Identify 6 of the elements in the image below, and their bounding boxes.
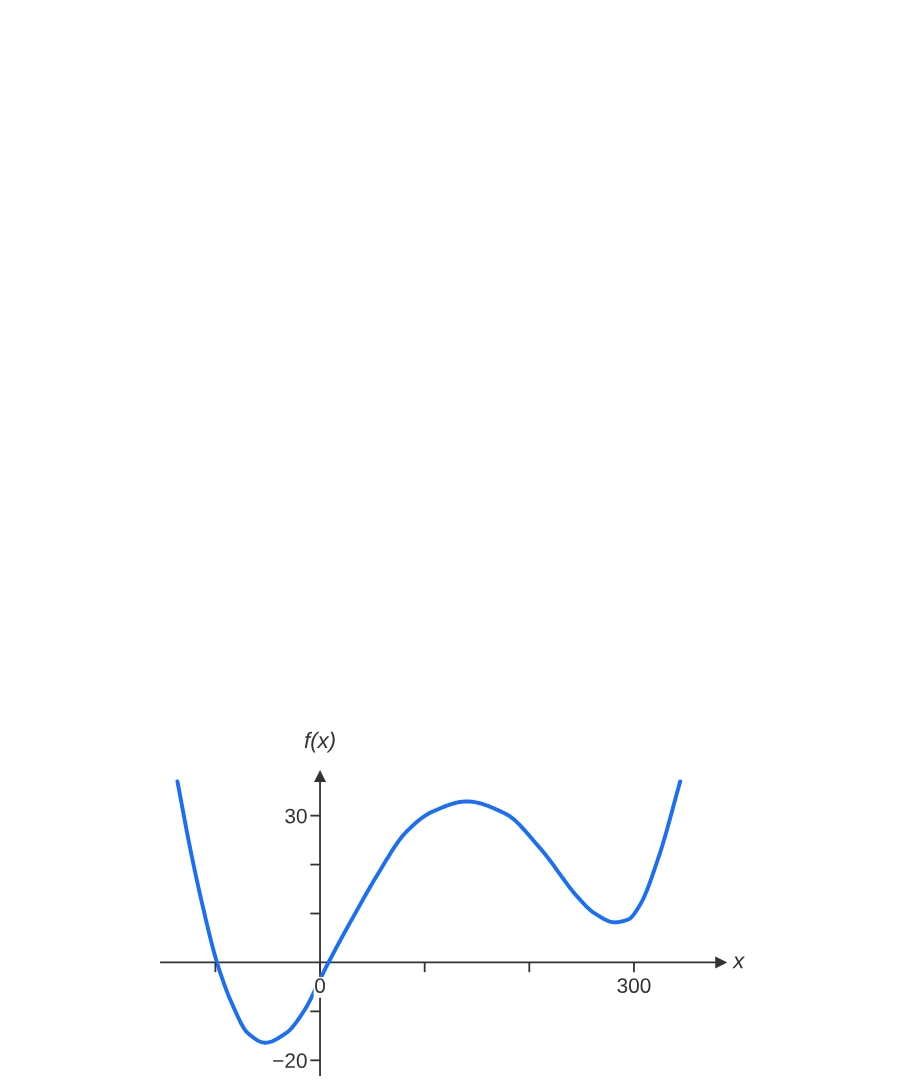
y-axis-title: f(x): [304, 731, 335, 753]
x-axis-title: x: [732, 956, 745, 969]
x-tick-label: 0: [315, 978, 326, 994]
y-tick-label: −20: [273, 1053, 307, 1069]
y-tick-label: 30: [285, 808, 307, 824]
x-tick-label: 300: [617, 978, 651, 994]
